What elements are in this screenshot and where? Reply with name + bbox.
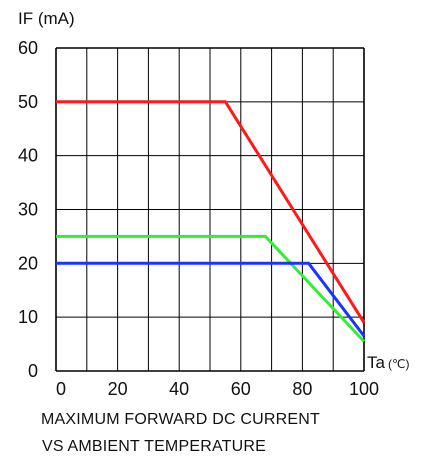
grid	[55, 47, 365, 372]
y-tick-label: 10	[18, 307, 38, 327]
series-line-1	[56, 100, 366, 324]
y-tick-label: 60	[18, 38, 38, 58]
x-tick-label: 100	[349, 379, 379, 399]
x-tick-label: 40	[169, 379, 189, 399]
x-axis-unit-label: (℃)	[388, 357, 409, 371]
y-tick-label: 30	[18, 200, 38, 220]
x-tick-label: 0	[56, 379, 66, 399]
tick-labels: 0 10 20 30 40 50 60 0 20 40 60 80 100	[18, 38, 379, 399]
x-tick-label: 80	[292, 379, 312, 399]
chart-title-line-1: MAXIMUM FORWARD DC CURRENT	[41, 411, 320, 428]
x-axis-label: Ta	[367, 353, 386, 372]
y-axis-label: IF (mA)	[18, 9, 75, 28]
x-tick-label: 20	[108, 379, 128, 399]
chart-title-line-2: VS AMBIENT TEMPERATURE	[42, 438, 267, 455]
y-tick-label: 0	[28, 361, 38, 381]
y-tick-label: 40	[18, 146, 38, 166]
y-tick-label: 20	[18, 253, 38, 273]
series-line-3	[56, 261, 366, 337]
series-line-2	[56, 234, 366, 343]
x-tick-label: 60	[231, 379, 251, 399]
series-lines	[56, 100, 366, 343]
y-tick-label: 50	[18, 92, 38, 112]
